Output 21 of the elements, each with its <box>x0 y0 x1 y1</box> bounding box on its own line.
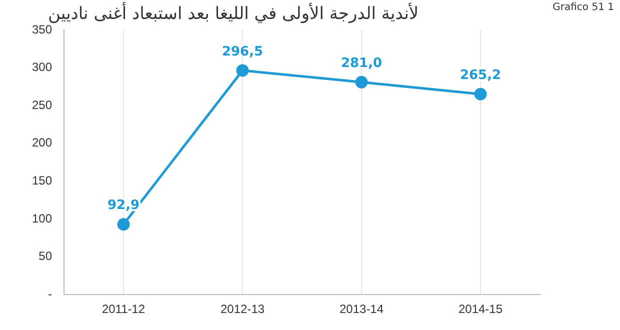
data-label: 296,5 <box>222 44 264 60</box>
x-tick-label: 2014-15 <box>458 302 503 316</box>
point <box>355 76 368 88</box>
point <box>474 88 487 100</box>
point <box>236 64 249 77</box>
x-tick-label: 2011-12 <box>102 302 146 316</box>
y-tick-label: 100 <box>32 211 52 226</box>
text: Grafico 51 1 <box>552 2 614 13</box>
chart-title: لأندية الدرجة الأولى في الليغا بعد استبعاد أغنى ناديين <box>48 4 419 24</box>
data-label: 265,2 <box>460 68 502 83</box>
data-label: 281,0 <box>340 56 382 72</box>
y-tick-label: 250 <box>32 98 52 112</box>
y-tick-label: 300 <box>32 60 52 74</box>
y-tick-label: 150 <box>32 174 52 188</box>
x-tick-label: 2012-13 <box>220 302 265 316</box>
y-tick-label: 200 <box>32 136 52 150</box>
y-tick-label: - <box>48 286 52 301</box>
y-tick-label: 350 <box>32 22 52 36</box>
point <box>117 218 130 231</box>
x-tick-label: 2013-14 <box>339 302 384 316</box>
y-tick-label: 50 <box>38 249 52 264</box>
